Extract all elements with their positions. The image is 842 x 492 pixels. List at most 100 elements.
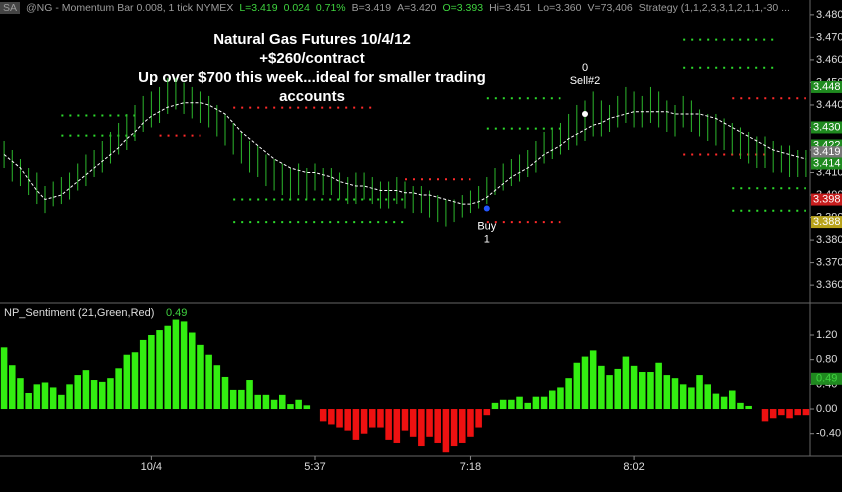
header-item: O=3.393 [442, 1, 484, 14]
histogram-bar [655, 362, 662, 410]
histogram-bar [671, 378, 679, 410]
histogram-bar [450, 409, 458, 447]
histogram-bar [532, 396, 540, 410]
price-marker [811, 80, 842, 93]
histogram-bar [565, 378, 572, 410]
histogram-bar [262, 394, 270, 410]
histogram-bar [524, 402, 531, 410]
histogram-bar [131, 352, 139, 410]
x-tick-label: 8:02 [623, 461, 644, 473]
price-marker-label: 3.419 [813, 146, 841, 158]
current-marker [811, 372, 842, 385]
histogram-bar [41, 382, 49, 410]
histogram-bar [720, 396, 728, 410]
histogram-bar [385, 409, 392, 440]
histogram-bar [401, 409, 409, 431]
header-item: A=3.420 [397, 1, 437, 14]
histogram-bar [769, 409, 777, 419]
histogram-bar [189, 332, 196, 410]
histogram-bar [696, 375, 703, 410]
histogram-bar [589, 350, 597, 410]
histogram-bar [418, 409, 425, 447]
histogram-bar [74, 375, 81, 410]
histogram-bar [229, 389, 237, 410]
histogram-bar [442, 409, 450, 453]
price-marker-label: 3.430 [813, 121, 841, 133]
header: SA @NG - Momentum Bar 0.008, 1 tick NYMEX… [0, 0, 790, 15]
histogram-bar [148, 334, 155, 410]
x-tick-label: 7:18 [460, 461, 481, 473]
signal-label: 1 [484, 233, 490, 245]
histogram-bar [377, 409, 384, 428]
histogram-bar [49, 387, 57, 410]
histogram-bar [164, 325, 171, 410]
annotation: +$260/contract [259, 50, 364, 67]
histogram-bar [745, 405, 752, 410]
header-item: L=3.419 [239, 1, 278, 14]
histogram-bar [426, 409, 433, 437]
histogram-bar [499, 399, 507, 410]
annotation: accounts [279, 88, 345, 105]
price-marker-label: 3.398 [813, 193, 841, 205]
header-item: 0.71% [315, 1, 346, 14]
header-item: Lo=3.360 [537, 1, 582, 14]
histogram-bar [238, 389, 245, 410]
histogram-bar [573, 362, 581, 410]
header-item: SA [0, 1, 21, 14]
histogram-bar [663, 375, 671, 410]
y-tick-label: 1.20 [816, 329, 837, 341]
price-marker [811, 216, 842, 229]
histogram-bar [549, 390, 556, 410]
histogram-bar [336, 409, 343, 428]
y-tick-label: 0.80 [816, 354, 837, 366]
histogram-bar [107, 378, 114, 410]
price-marker [811, 157, 842, 170]
signal-label: Sell#2 [570, 75, 601, 87]
histogram-bar [761, 409, 769, 422]
signal-label: Buy [477, 220, 496, 232]
histogram-bar [303, 405, 311, 410]
price-marker-label: 3.388 [813, 216, 841, 228]
histogram-bar [172, 319, 180, 410]
price-marker [811, 193, 842, 206]
x-tick-label: 5:37 [304, 461, 325, 473]
histogram-bar [254, 394, 261, 410]
x-tick-label: 10/4 [141, 461, 162, 473]
histogram-bar [622, 356, 630, 410]
histogram-bar [786, 409, 793, 419]
histogram-bar [319, 409, 327, 422]
average-line [3, 102, 807, 205]
y-tick-label: 3.460 [816, 54, 842, 66]
histogram-bar [328, 409, 335, 425]
histogram-bar [17, 378, 24, 410]
histogram-bar [393, 409, 401, 443]
histogram-bar [123, 354, 131, 410]
histogram-bar [630, 365, 638, 410]
histogram-bar [647, 372, 654, 410]
histogram-bar [712, 393, 720, 410]
histogram-bar [115, 368, 122, 410]
histogram-bar [82, 370, 90, 410]
header-item: B=3.419 [351, 1, 392, 14]
header-item: 0.024 [283, 1, 310, 14]
price-marker-label: 3.414 [813, 157, 841, 169]
histogram-bar [33, 384, 41, 410]
histogram-bar [475, 409, 482, 428]
histogram-bar [598, 365, 605, 410]
header-item: Strategy (1,1,2,3,3,1,2,1,1,-30 ... [638, 1, 790, 14]
histogram-bar [360, 409, 368, 434]
indicator-value: 0.49 [166, 307, 187, 319]
histogram-bar [9, 365, 16, 410]
signal-marker [483, 205, 490, 212]
histogram-bar [0, 347, 8, 410]
y-tick-label: 3.470 [816, 31, 842, 43]
y-tick-label: 3.370 [816, 257, 842, 269]
histogram-bar [606, 375, 613, 410]
histogram-bar [540, 396, 548, 410]
histogram-bar [483, 409, 491, 416]
header-item: @NG - Momentum Bar 0.008, 1 tick NYMEX [26, 1, 234, 14]
histogram-bar [614, 368, 621, 410]
y-tick-label: 3.380 [816, 234, 842, 246]
